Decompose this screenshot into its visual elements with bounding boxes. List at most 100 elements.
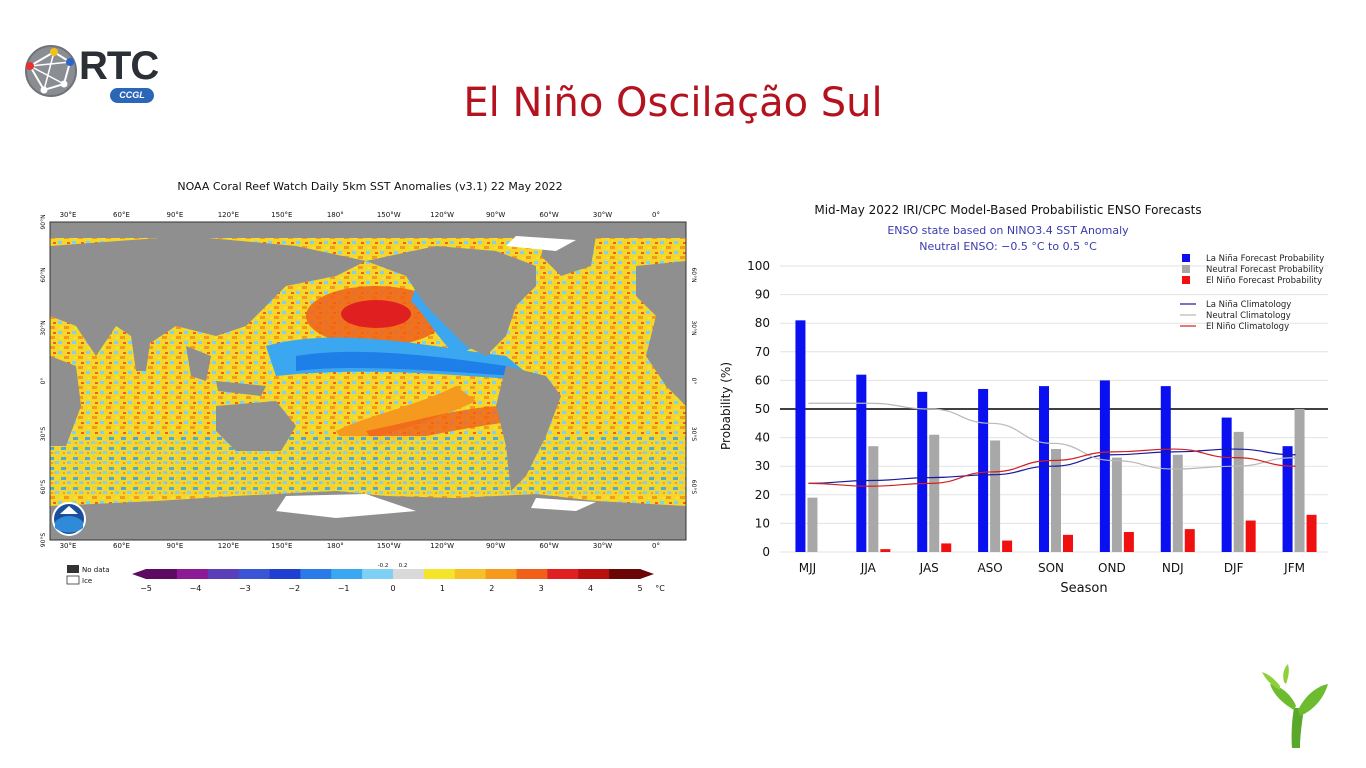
lon-label-top: 150°W (377, 211, 401, 219)
x-tick-label: JJA (860, 561, 877, 575)
la-nina-bar (1099, 380, 1110, 552)
colorbar-tick: 2 (489, 584, 494, 593)
lon-label-bottom: 90°W (486, 542, 505, 550)
colorbar-segment (516, 569, 548, 579)
legend-label: Neutral Climatology (1206, 311, 1291, 321)
colorbar-inner-tick: -0.2 (378, 563, 389, 569)
lat-label-left: 90°N (40, 214, 47, 229)
logo-subtext: CCGL (110, 88, 154, 103)
lon-label-top: 30°W (593, 211, 612, 219)
colorbar-segment (269, 569, 301, 579)
y-tick-label: 100 (747, 259, 770, 273)
ice-label: Ice (82, 577, 92, 585)
slide-title: El Niño Oscilação Sul (463, 80, 883, 126)
legend-label: El Niño Forecast Probability (1206, 276, 1322, 286)
y-axis: 0 10 20 30 40 50 60 70 80 90 100 (747, 259, 770, 559)
lat-label-right: 0° (690, 378, 697, 385)
neutral-bar (1294, 409, 1305, 552)
neutral-bar (868, 446, 879, 552)
lat-label-right: 60°N (690, 267, 697, 282)
nodata-label: No data (82, 566, 110, 574)
colorbar-segment (393, 569, 425, 579)
lon-label-bottom: 30°E (60, 542, 77, 550)
y-tick-label: 0 (762, 545, 770, 559)
colorbar-segment (238, 569, 270, 579)
lon-label-bottom: 180° (327, 542, 344, 550)
lon-labels-bottom: 30°E 60°E 90°E 120°E 150°E 180° 150°W 120°W 90°W… (60, 542, 660, 550)
sst-field (50, 222, 686, 540)
colorbar-tick: 4 (588, 584, 593, 593)
y-tick-label: 20 (755, 488, 770, 502)
x-tick-label: JFM (1283, 561, 1305, 575)
legend-swatch (1182, 265, 1190, 273)
lat-label-right: 30°S (690, 427, 697, 442)
lon-label-bottom: 90°E (166, 542, 183, 550)
logo-text: RTC (79, 44, 159, 88)
nodata-swatch (67, 565, 79, 573)
colorbar-segment (362, 569, 394, 579)
colorbar-segment (176, 569, 209, 579)
lat-label-right: 30°N (690, 320, 697, 335)
colorbar-segment (331, 569, 363, 579)
la-nina-bar (856, 374, 867, 552)
sst-anomaly-map: 30°E 60°E 90°E 120°E 150°E 180° 150°W 120°W 90°W… (36, 206, 700, 598)
la-nina-bar (917, 391, 928, 552)
chart-subtitle-1: ENSO state based on NINO3.4 SST Anomaly (887, 224, 1129, 237)
sst-map-title: NOAA Coral Reef Watch Daily 5km SST Anom… (177, 180, 563, 193)
colorbar-tick: 5 (637, 584, 642, 593)
y-tick-label: 10 (755, 516, 770, 530)
lon-labels-top: 30°E 60°E 90°E 120°E 150°E 180° 150°W 120°W 90°W… (60, 211, 660, 219)
enso-forecast-chart: Mid-May 2022 IRI/CPC Model-Based Probabi… (712, 196, 1340, 606)
y-axis-title: Probability (%) (719, 362, 733, 450)
x-axis-title: Season (1060, 581, 1107, 596)
lon-label-bottom: 150°E (271, 542, 292, 550)
colorbar-segment (207, 569, 240, 579)
lat-label-left: 30°N (40, 320, 47, 335)
x-axis: MJJ JJA JAS ASO SON OND NDJ DJF JFM (799, 561, 1305, 575)
neutral-bar (1051, 449, 1061, 552)
colorbar: −5 −4 −3 −2 −1 0 1 2 3 4 5 -0.2 0.2 °C (132, 563, 665, 593)
y-tick-label: 30 (755, 459, 770, 473)
chart-subtitle-2: Neutral ENSO: −0.5 °C to 0.5 °C (919, 240, 1097, 253)
enso-chart-svg: Mid-May 2022 IRI/CPC Model-Based Probabi… (719, 203, 1328, 596)
sst-map-svg: 30°E 60°E 90°E 120°E 150°E 180° 150°W 120°W 90°W… (40, 211, 697, 593)
y-tick-label: 70 (755, 345, 770, 359)
colorbar-segment (454, 569, 487, 579)
el-nino-bar (1245, 520, 1256, 552)
colorbar-tick: 1 (440, 584, 445, 593)
la-nina-bar (1282, 446, 1293, 552)
colorbar-tick: −2 (288, 584, 300, 593)
colorbar-tick: −1 (338, 584, 350, 593)
la-nina-bar (1221, 417, 1232, 552)
x-tick-label: MJJ (799, 561, 816, 575)
chart-title: Mid-May 2022 IRI/CPC Model-Based Probabi… (814, 203, 1201, 217)
lat-label-right: 60°S (690, 480, 697, 495)
lon-label-bottom: 30°W (593, 542, 612, 550)
colorbar-left-arrow (132, 569, 146, 579)
la-nina-bar (978, 388, 989, 552)
lat-label-left: 30°S (40, 427, 47, 442)
y-tick-label: 60 (755, 373, 770, 387)
neutral-climatology-line (808, 402, 1296, 470)
neutral-bar (1111, 457, 1122, 552)
rtc-logo: RTC CCGL (24, 44, 159, 104)
colorbar-segment (300, 569, 332, 579)
y-tick-label: 90 (755, 288, 770, 302)
neutral-bar (807, 497, 818, 552)
legend-swatch (1182, 276, 1190, 284)
lon-label-top: 60°E (113, 211, 130, 219)
lat-label-left: 60°S (40, 480, 47, 495)
el-nino-bar (1306, 514, 1317, 552)
la-nina-bar (795, 320, 806, 552)
colorbar-inner-tick: 0.2 (399, 563, 408, 569)
legend-label: Neutral Forecast Probability (1206, 265, 1324, 275)
el-nino-bar (1184, 529, 1195, 552)
colorbar-right-arrow (640, 569, 654, 579)
globe-network-icon (25, 45, 77, 97)
legend-label: La Niña Climatology (1206, 300, 1291, 310)
x-tick-label: DJF (1224, 561, 1244, 575)
colorbar-unit: °C (655, 584, 665, 593)
colorbar-segment (609, 569, 641, 579)
lat-label-left: 60°N (40, 267, 47, 282)
